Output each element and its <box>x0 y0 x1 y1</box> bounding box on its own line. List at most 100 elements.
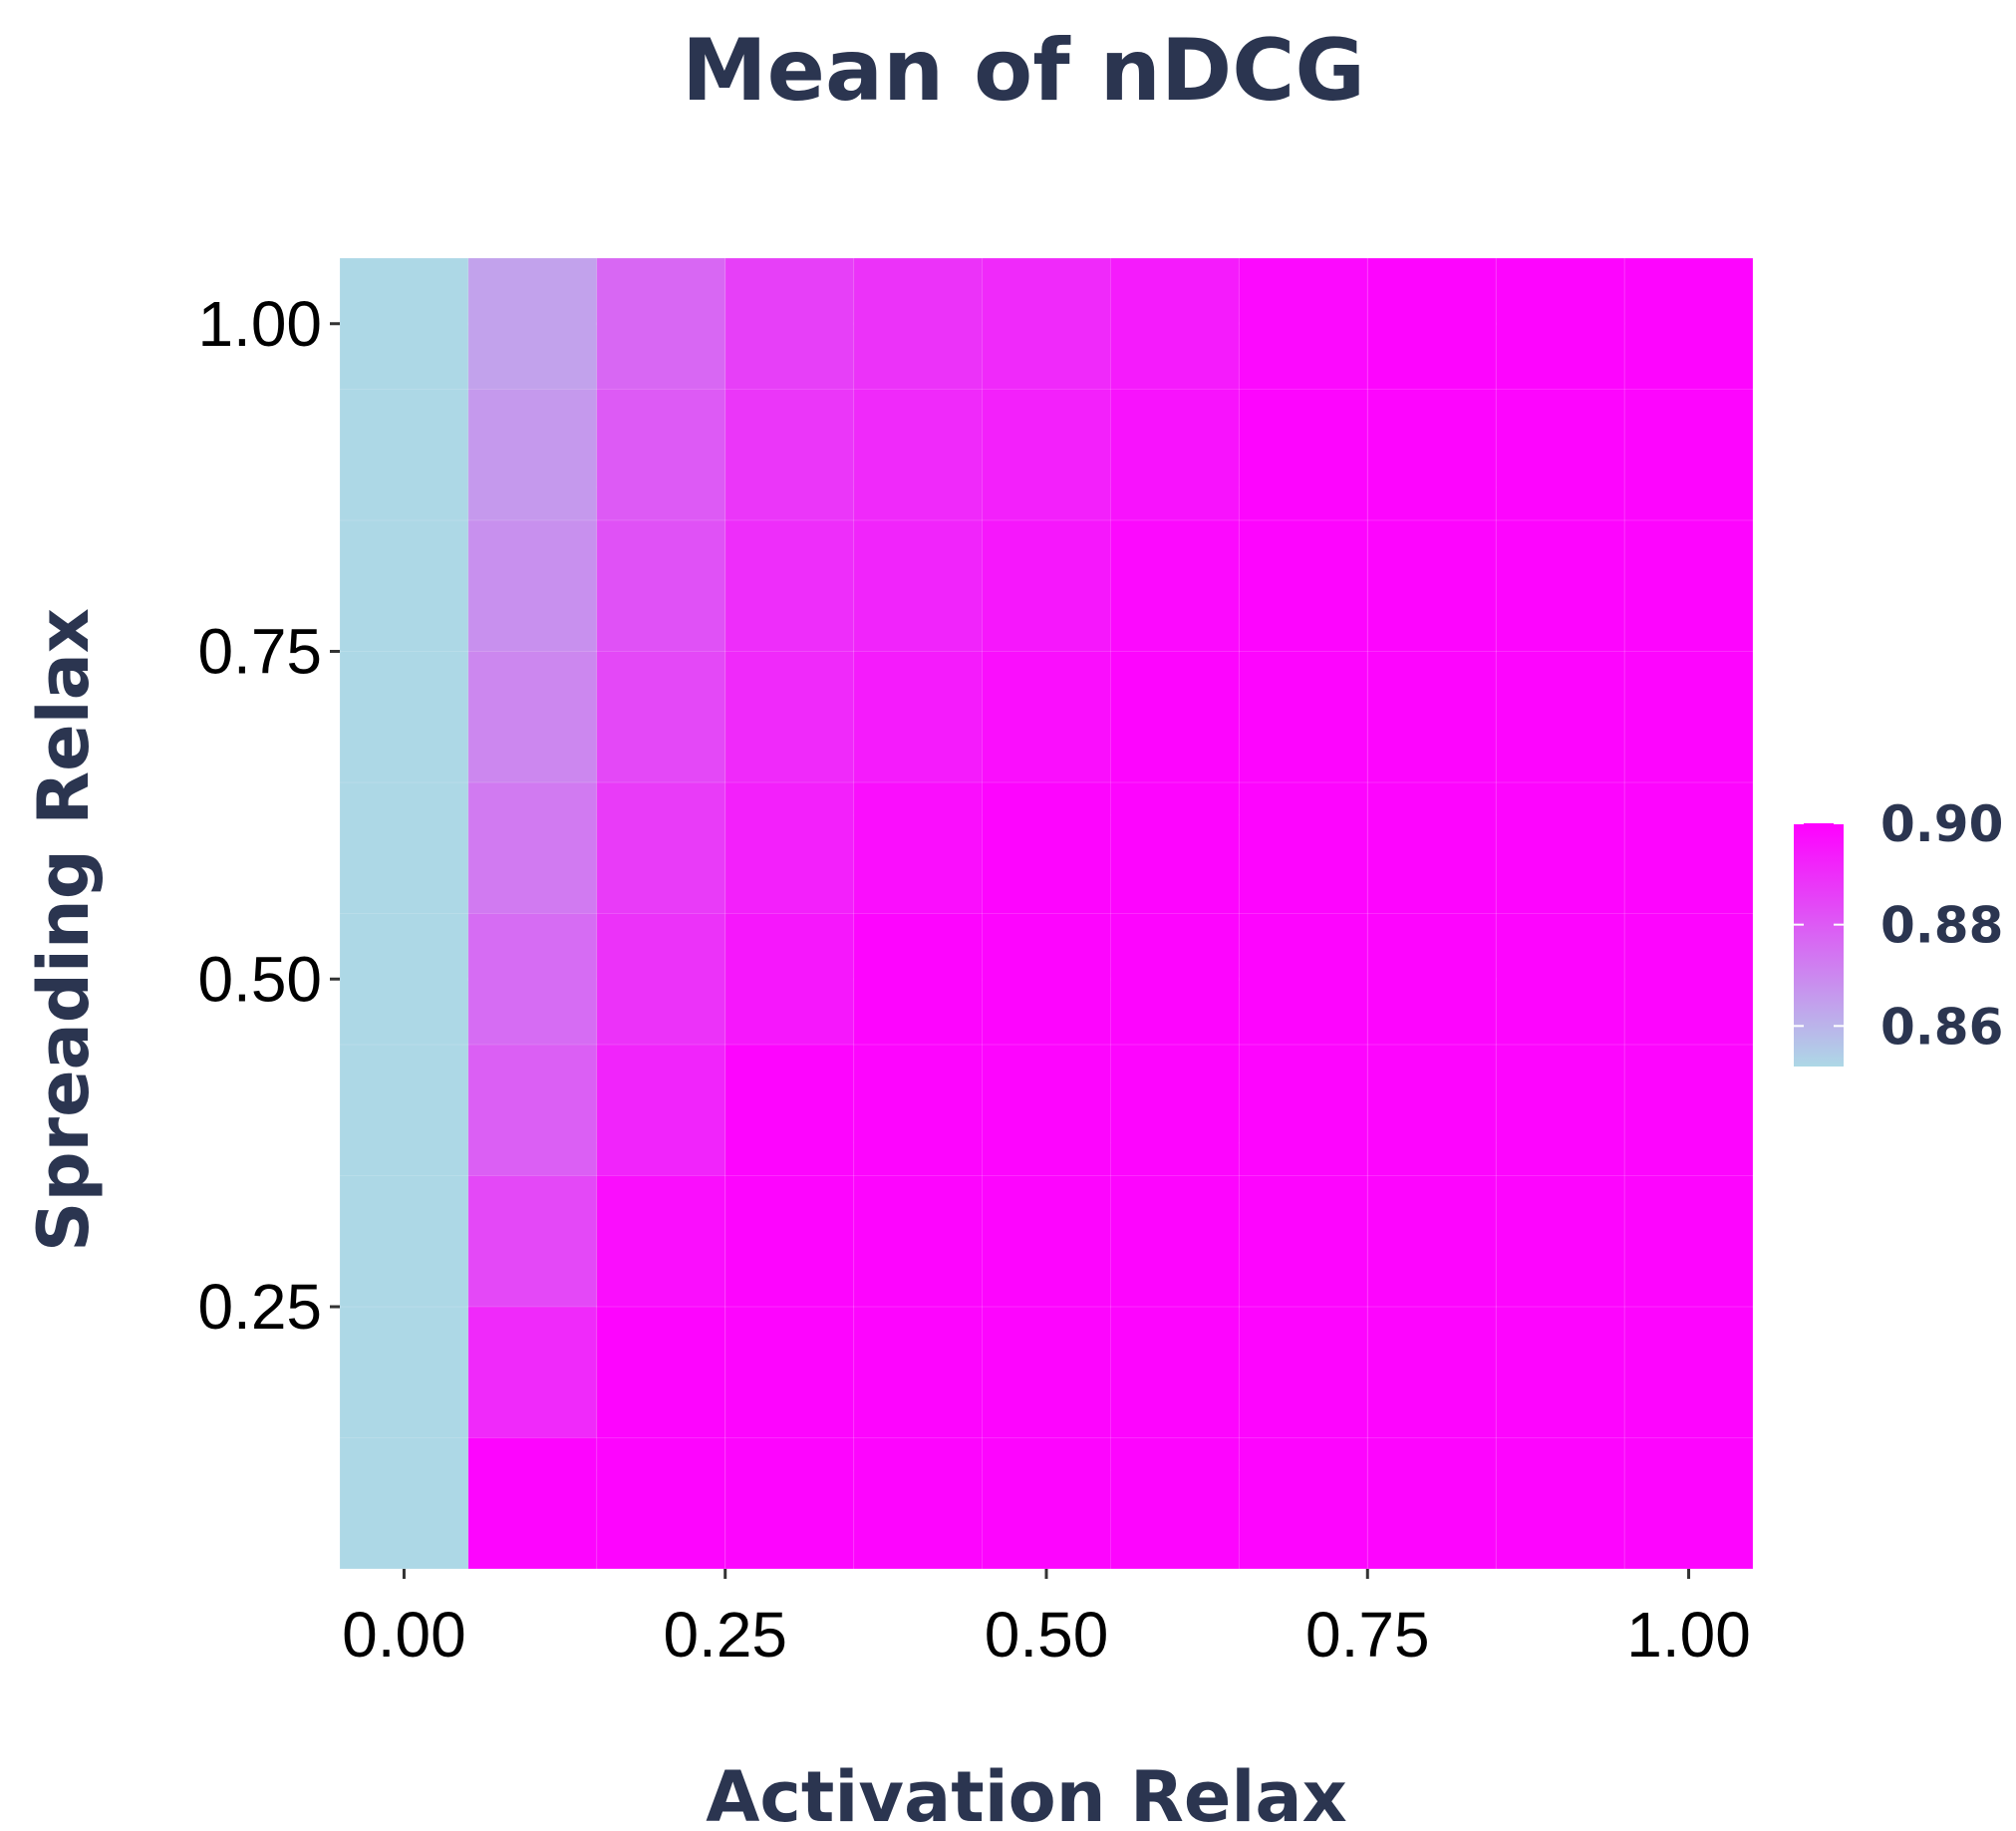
legend-label: 0.90 <box>1880 795 2003 853</box>
heatmap-tile <box>467 782 597 914</box>
x-tick-label: 0.50 <box>985 1599 1109 1671</box>
heatmap-tile <box>1110 1307 1240 1438</box>
heatmap-tile <box>340 651 468 782</box>
heatmap-tile <box>853 913 983 1045</box>
heatmap-tile <box>1367 913 1497 1045</box>
y-tick-label: 0.75 <box>197 616 322 688</box>
legend-label: 0.88 <box>1880 897 2003 955</box>
heatmap-tile <box>724 389 854 520</box>
x-tick-label: 1.00 <box>1626 1599 1751 1671</box>
heatmap-tile <box>1624 651 1753 782</box>
heatmap-tile <box>1239 1175 1368 1307</box>
heatmap-tile <box>1496 1045 1625 1176</box>
heatmap-tile <box>1239 913 1368 1045</box>
heatmap-tile <box>1624 1437 1753 1569</box>
heatmap-tile <box>340 1175 468 1307</box>
heatmap-tile <box>853 782 983 914</box>
heatmap-tile <box>340 389 468 520</box>
heatmap-tile <box>982 1437 1111 1569</box>
heatmap-tile <box>982 651 1111 782</box>
heatmap-tile <box>1624 1307 1753 1438</box>
heatmap-tile <box>340 782 468 914</box>
heatmap-tile <box>982 1307 1111 1438</box>
heatmap-tile <box>467 1045 597 1176</box>
heatmap-tile <box>724 258 854 390</box>
heatmap-tile <box>982 520 1111 652</box>
heatmap-tile <box>1239 1307 1368 1438</box>
heatmap-tile <box>1367 1307 1497 1438</box>
heatmap-tile <box>853 258 983 390</box>
heatmap-tile <box>1110 1175 1240 1307</box>
x-tick-label: 0.00 <box>342 1599 466 1671</box>
heatmap-tile <box>1110 913 1240 1045</box>
heatmap-tile <box>1110 389 1240 520</box>
heatmap-tile <box>340 913 468 1045</box>
heatmap-tile <box>853 651 983 782</box>
heatmap-tile <box>596 782 725 914</box>
y-tick-label: 1.00 <box>197 288 322 360</box>
heatmap-tile <box>1110 258 1240 390</box>
heatmap-tile <box>467 651 597 782</box>
heatmap-tile <box>724 1307 854 1438</box>
heatmap-tile <box>724 913 854 1045</box>
x-tick-label: 0.75 <box>1305 1599 1430 1671</box>
heatmap-tile <box>340 520 468 652</box>
heatmap-tile <box>596 520 725 652</box>
chart-title: Mean of nDCG <box>682 21 1365 121</box>
heatmap-tile <box>596 1175 725 1307</box>
heatmap-tile <box>1239 782 1368 914</box>
heatmap-tile <box>1496 520 1625 652</box>
heatmap-tile <box>467 913 597 1045</box>
x-tick-label: 0.25 <box>663 1599 787 1671</box>
y-axis-title: Spreading Relax <box>23 608 105 1252</box>
heatmap-tile <box>596 389 725 520</box>
heatmap-tile <box>596 258 725 390</box>
heatmap-tile <box>1496 782 1625 914</box>
heatmap-tile <box>340 1045 468 1176</box>
legend-colorbar <box>1794 823 1844 1067</box>
heatmap-tile <box>340 258 468 390</box>
heatmap-tile <box>982 258 1111 390</box>
heatmap-tile <box>467 258 597 390</box>
heatmap-tile <box>1496 1437 1625 1569</box>
heatmap-tile <box>467 1437 597 1569</box>
heatmap-tile <box>1624 1175 1753 1307</box>
heatmap-tile <box>596 1045 725 1176</box>
heatmap-tile <box>853 1045 983 1176</box>
heatmap-tile <box>982 1175 1111 1307</box>
heatmap-tile <box>982 389 1111 520</box>
heatmap-tile <box>1367 1045 1497 1176</box>
heatmap-tile <box>1239 1437 1368 1569</box>
heatmap-tile <box>724 520 854 652</box>
heatmap-tile <box>853 389 983 520</box>
heatmap-tile <box>1624 913 1753 1045</box>
heatmap-tile <box>596 913 725 1045</box>
heatmap-tile <box>1624 782 1753 914</box>
x-axis-ticks: 0.00 0.25 0.50 0.75 1.00 <box>342 1569 1751 1671</box>
heatmap-tile <box>1624 1045 1753 1176</box>
heatmap-tile <box>467 389 597 520</box>
heatmap-tile <box>1110 1437 1240 1569</box>
heatmap-tile <box>1367 1437 1497 1569</box>
y-tick-label: 0.50 <box>197 943 322 1015</box>
heatmap-tiles <box>339 257 1754 1570</box>
heatmap-tile <box>853 520 983 652</box>
heatmap-tile <box>1624 520 1753 652</box>
heatmap-tile <box>1624 389 1753 520</box>
heatmap-tile <box>1239 258 1368 390</box>
heatmap-tile <box>1110 1045 1240 1176</box>
heatmap-tile <box>1110 782 1240 914</box>
heatmap-tile <box>724 782 854 914</box>
heatmap-tile <box>467 520 597 652</box>
heatmap-tile <box>1496 389 1625 520</box>
heatmap-tile <box>1239 520 1368 652</box>
heatmap-tile <box>467 1307 597 1438</box>
heatmap-tile <box>853 1437 983 1569</box>
heatmap-tile <box>596 651 725 782</box>
heatmap-tile <box>596 1307 725 1438</box>
heatmap-tile <box>1110 651 1240 782</box>
heatmap-tile <box>1496 651 1625 782</box>
heatmap-tile <box>1367 782 1497 914</box>
heatmap-tile <box>982 782 1111 914</box>
